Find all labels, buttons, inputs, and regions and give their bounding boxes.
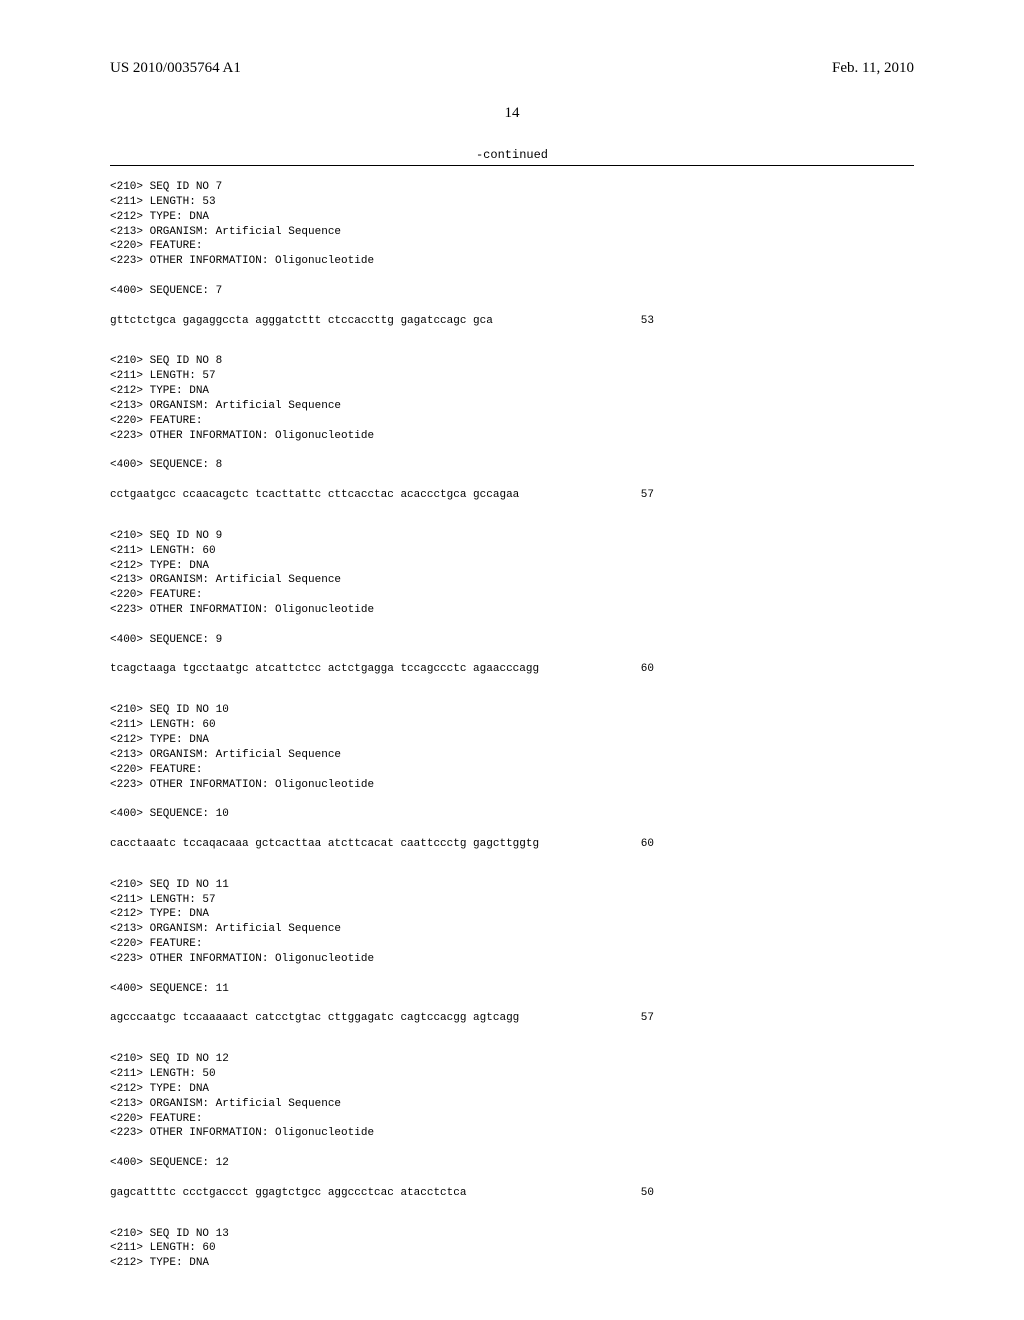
seq-meta-line: <212> TYPE: DNA [110,559,914,574]
sequence-block: <210> SEQ ID NO 11<211> LENGTH: 57<212> … [110,878,914,1026]
seq-length: 57 [641,1011,914,1026]
spacer [110,299,914,314]
seq-meta-line: <211> LENGTH: 60 [110,1241,914,1256]
seq-meta-line: <220> FEATURE: [110,763,914,778]
seq-meta-line: <212> TYPE: DNA [110,1256,914,1271]
seq-400-header: <400> SEQUENCE: 7 [110,284,914,299]
seq-meta-line: <210> SEQ ID NO 8 [110,354,914,369]
spacer [110,967,914,982]
seq-length: 60 [641,837,914,852]
seq-meta-line: <211> LENGTH: 50 [110,1067,914,1082]
seq-length: 50 [641,1186,914,1201]
seq-meta-line: <220> FEATURE: [110,588,914,603]
sequence-block: <210> SEQ ID NO 12<211> LENGTH: 50<212> … [110,1052,914,1200]
spacer [110,444,914,459]
seq-meta-line: <212> TYPE: DNA [110,210,914,225]
seq-meta-line: <212> TYPE: DNA [110,1082,914,1097]
seq-meta-line: <210> SEQ ID NO 9 [110,529,914,544]
seq-meta-line: <213> ORGANISM: Artificial Sequence [110,922,914,937]
publication-number: US 2010/0035764 A1 [110,60,241,77]
seq-meta-line: <213> ORGANISM: Artificial Sequence [110,573,914,588]
spacer [110,1171,914,1186]
seq-bases: gttctctgca gagaggccta agggatcttt ctccacc… [110,314,493,329]
spacer [110,473,914,488]
seq-meta-line: <210> SEQ ID NO 12 [110,1052,914,1067]
seq-meta-line: <220> FEATURE: [110,937,914,952]
seq-meta-line: <211> LENGTH: 57 [110,369,914,384]
seq-400-header: <400> SEQUENCE: 9 [110,633,914,648]
sequence-block: <210> SEQ ID NO 9<211> LENGTH: 60<212> T… [110,529,914,677]
seq-meta-line: <220> FEATURE: [110,1112,914,1127]
seq-meta-line: <223> OTHER INFORMATION: Oligonucleotide [110,254,914,269]
seq-length: 60 [641,662,914,677]
spacer [110,792,914,807]
seq-400-header: <400> SEQUENCE: 10 [110,807,914,822]
continued-label: -continued [110,148,914,162]
seq-meta-line: <210> SEQ ID NO 13 [110,1227,914,1242]
seq-meta-line: <212> TYPE: DNA [110,907,914,922]
seq-400-header: <400> SEQUENCE: 8 [110,458,914,473]
seq-meta-line: <223> OTHER INFORMATION: Oligonucleotide [110,1126,914,1141]
seq-meta-line: <223> OTHER INFORMATION: Oligonucleotide [110,429,914,444]
spacer [110,269,914,284]
seq-data-row: agcccaatgc tccaaaaact catcctgtac cttggag… [110,1011,914,1026]
seq-meta-line: <211> LENGTH: 60 [110,718,914,733]
sequence-block: <210> SEQ ID NO 10<211> LENGTH: 60<212> … [110,703,914,851]
seq-meta-line: <223> OTHER INFORMATION: Oligonucleotide [110,952,914,967]
spacer [110,1141,914,1156]
seq-data-row: cctgaatgcc ccaacagctc tcacttattc cttcacc… [110,488,914,503]
publication-date: Feb. 11, 2010 [832,60,914,77]
sequence-block: <210> SEQ ID NO 13<211> LENGTH: 60<212> … [110,1227,914,1272]
sequence-block: <210> SEQ ID NO 7<211> LENGTH: 53<212> T… [110,180,914,328]
seq-meta-line: <211> LENGTH: 60 [110,544,914,559]
seq-length: 53 [641,314,914,329]
seq-400-header: <400> SEQUENCE: 12 [110,1156,914,1171]
seq-meta-line: <210> SEQ ID NO 7 [110,180,914,195]
seq-meta-line: <223> OTHER INFORMATION: Oligonucleotide [110,603,914,618]
spacer [110,648,914,663]
seq-bases: tcagctaaga tgcctaatgc atcattctcc actctga… [110,662,539,677]
seq-data-row: gttctctgca gagaggccta agggatcttt ctccacc… [110,314,914,329]
seq-meta-line: <213> ORGANISM: Artificial Sequence [110,748,914,763]
sequence-listing: <210> SEQ ID NO 7<211> LENGTH: 53<212> T… [110,180,914,1271]
seq-meta-line: <211> LENGTH: 53 [110,195,914,210]
seq-meta-line: <211> LENGTH: 57 [110,893,914,908]
seq-bases: cacctaaatc tccaqacaaa gctcacttaa atcttca… [110,837,539,852]
seq-meta-line: <210> SEQ ID NO 10 [110,703,914,718]
top-rule [110,165,914,166]
spacer [110,997,914,1012]
seq-meta-line: <212> TYPE: DNA [110,384,914,399]
page-number: 14 [110,105,914,122]
seq-meta-line: <210> SEQ ID NO 11 [110,878,914,893]
seq-meta-line: <220> FEATURE: [110,239,914,254]
page-header: US 2010/0035764 A1 Feb. 11, 2010 [110,60,914,77]
seq-length: 57 [641,488,914,503]
seq-meta-line: <212> TYPE: DNA [110,733,914,748]
seq-data-row: tcagctaaga tgcctaatgc atcattctcc actctga… [110,662,914,677]
page: US 2010/0035764 A1 Feb. 11, 2010 14 -con… [0,0,1024,1320]
seq-bases: agcccaatgc tccaaaaact catcctgtac cttggag… [110,1011,519,1026]
sequence-block: <210> SEQ ID NO 8<211> LENGTH: 57<212> T… [110,354,914,502]
seq-meta-line: <213> ORGANISM: Artificial Sequence [110,1097,914,1112]
seq-meta-line: <223> OTHER INFORMATION: Oligonucleotide [110,778,914,793]
seq-meta-line: <220> FEATURE: [110,414,914,429]
seq-meta-line: <213> ORGANISM: Artificial Sequence [110,399,914,414]
seq-meta-line: <213> ORGANISM: Artificial Sequence [110,225,914,240]
spacer [110,618,914,633]
seq-data-row: gagcattttc ccctgaccct ggagtctgcc aggccct… [110,1186,914,1201]
seq-bases: gagcattttc ccctgaccct ggagtctgcc aggccct… [110,1186,466,1201]
seq-data-row: cacctaaatc tccaqacaaa gctcacttaa atcttca… [110,837,914,852]
seq-400-header: <400> SEQUENCE: 11 [110,982,914,997]
seq-bases: cctgaatgcc ccaacagctc tcacttattc cttcacc… [110,488,519,503]
spacer [110,822,914,837]
